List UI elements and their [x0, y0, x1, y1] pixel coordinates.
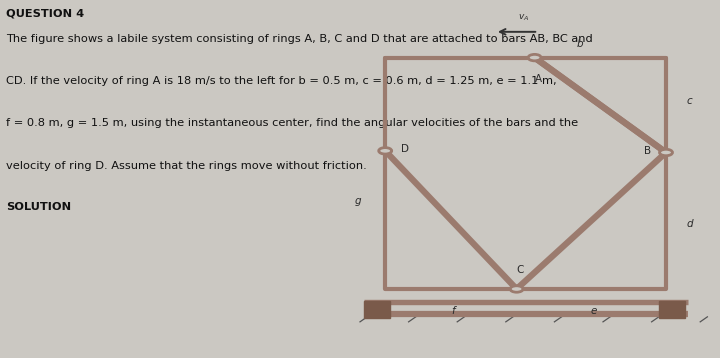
Bar: [659, 301, 685, 318]
Text: f = 0.8 m, g = 1.5 m, using the instantaneous center, find the angular velocitie: f = 0.8 m, g = 1.5 m, using the instanta…: [6, 118, 578, 129]
Text: SOLUTION: SOLUTION: [6, 202, 71, 212]
Circle shape: [379, 148, 391, 154]
Text: d: d: [686, 219, 693, 229]
Text: $v_A$: $v_A$: [518, 13, 529, 23]
Bar: [364, 301, 390, 318]
Text: CD. If the velocity of ring A is 18 m/s to the left for b = 0.5 m, c = 0.6 m, d : CD. If the velocity of ring A is 18 m/s …: [6, 76, 557, 86]
Text: The figure shows a labile system consisting of rings A, B, C and D that are atta: The figure shows a labile system consist…: [6, 34, 593, 44]
Text: velocity of ring D. Assume that the rings move without friction.: velocity of ring D. Assume that the ring…: [6, 161, 366, 171]
Text: C: C: [516, 265, 524, 275]
Circle shape: [660, 150, 672, 155]
Circle shape: [511, 286, 522, 292]
Text: A: A: [535, 74, 541, 84]
Text: f: f: [451, 306, 456, 316]
Text: g: g: [355, 196, 361, 206]
Text: B: B: [644, 146, 652, 156]
Text: c: c: [687, 96, 692, 106]
Circle shape: [529, 55, 540, 61]
Text: b: b: [576, 39, 583, 49]
Text: QUESTION 4: QUESTION 4: [6, 9, 84, 19]
Text: D: D: [401, 144, 410, 154]
Text: e: e: [591, 306, 597, 316]
